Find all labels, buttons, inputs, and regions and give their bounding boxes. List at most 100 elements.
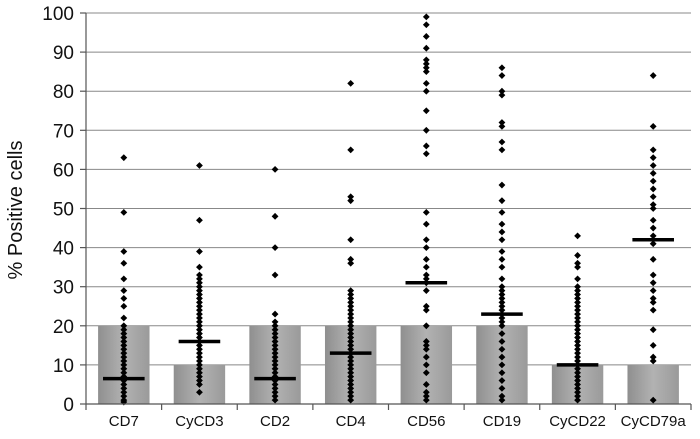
data-point [649, 326, 657, 334]
data-point [422, 381, 430, 388]
data-point [271, 338, 279, 345]
data-point [196, 388, 203, 396]
data-point [120, 259, 128, 267]
data-point [422, 392, 430, 400]
data-point [574, 396, 581, 404]
data-point [649, 224, 657, 232]
y-tick-label: 20 [53, 317, 74, 338]
data-point [347, 392, 355, 400]
data-point [649, 177, 657, 185]
data-point [271, 322, 279, 330]
data-point [649, 146, 657, 154]
data-point [422, 220, 430, 228]
data-point [196, 216, 203, 224]
data-point [498, 263, 506, 271]
data-point [271, 330, 279, 338]
data-point [347, 259, 355, 267]
data-point [271, 341, 279, 349]
data-point [574, 384, 581, 392]
data-point [422, 142, 430, 150]
data-point [347, 334, 355, 341]
data-point [498, 345, 506, 353]
data-point [574, 283, 581, 291]
data-point [498, 119, 506, 126]
data-point [649, 353, 657, 361]
data-point [347, 310, 355, 318]
data-point [196, 295, 203, 302]
data-point [196, 263, 203, 271]
data-point [120, 388, 128, 396]
data-point [422, 306, 430, 314]
data-point [649, 232, 657, 240]
data-point [574, 334, 581, 341]
data-point [120, 361, 128, 369]
data-point [649, 357, 657, 365]
data-point [422, 244, 430, 251]
data-point [498, 384, 506, 392]
y-tick-label: 10 [53, 356, 74, 377]
data-point [347, 146, 355, 154]
data-point [422, 87, 430, 95]
data-point [574, 326, 581, 334]
data-point [498, 302, 506, 310]
data-point [347, 79, 355, 87]
data-point [120, 248, 128, 255]
data-point [422, 107, 430, 115]
data-point [574, 349, 581, 357]
data-point [422, 353, 430, 361]
data-point [271, 318, 279, 326]
data-point [422, 345, 430, 353]
data-point [422, 388, 430, 396]
y-tick-label: 100 [42, 4, 74, 25]
data-point [120, 295, 128, 302]
data-point [574, 341, 581, 349]
data-point [347, 322, 355, 330]
data-point [196, 310, 203, 318]
data-point [120, 349, 128, 357]
data-point [498, 138, 506, 146]
data-point [422, 255, 430, 263]
data-point [347, 306, 355, 314]
y-axis-title: % Positive cells [5, 141, 27, 280]
data-point [347, 330, 355, 338]
data-point [649, 279, 657, 287]
data-point [120, 353, 128, 361]
data-point [649, 255, 657, 263]
data-points [120, 13, 657, 406]
data-point [498, 392, 506, 400]
y-tick-label: 70 [53, 121, 74, 142]
data-point [271, 388, 279, 396]
y-tick-label: 80 [53, 82, 74, 103]
data-point [120, 334, 128, 341]
data-point [347, 255, 355, 263]
data-point [498, 275, 506, 283]
data-point [271, 349, 279, 357]
data-point [196, 326, 203, 334]
axes [80, 12, 692, 410]
data-point [196, 302, 203, 310]
data-point [649, 205, 657, 212]
x-category-label: CD4 [336, 413, 366, 430]
data-point [574, 275, 581, 283]
data-point [574, 298, 581, 306]
data-point [574, 353, 581, 361]
data-point [196, 341, 203, 349]
y-tick-label: 40 [53, 239, 74, 260]
data-point [649, 341, 657, 349]
data-point [574, 381, 581, 388]
data-point [649, 162, 657, 169]
data-point [347, 365, 355, 373]
data-point [498, 122, 506, 130]
data-point [498, 283, 506, 291]
data-point [120, 369, 128, 377]
data-point [196, 373, 203, 381]
data-point [422, 150, 430, 158]
data-point [574, 373, 581, 381]
data-point [120, 341, 128, 349]
data-point [271, 361, 279, 369]
data-point [347, 298, 355, 306]
data-point [498, 209, 506, 216]
data-point [347, 396, 355, 404]
data-point [422, 271, 430, 279]
data-point [347, 388, 355, 396]
